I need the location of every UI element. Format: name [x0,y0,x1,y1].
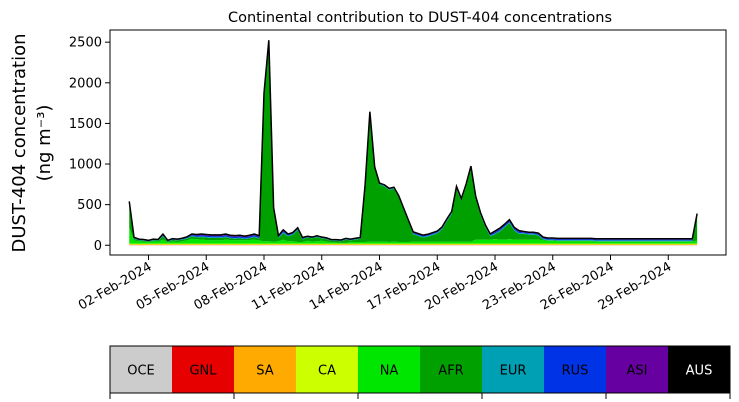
legend-label-aus: AUS [686,364,713,379]
legend-label-sa: SA [256,364,273,379]
legend-label-ca: CA [318,364,336,379]
area-series-asi [129,40,698,241]
y-tick-label: 2500 [69,36,102,51]
legend: OCE GNL SA CA NA AFR EUR RUS ASI AUS [109,345,731,399]
y-tick-label: 2000 [69,76,102,91]
y-axis-label-line1: DUST-404 concentration [9,33,30,252]
chart-title: Continental contribution to DUST-404 con… [228,10,612,26]
x-axis: 02-Feb-202405-Feb-202408-Feb-202411-Feb-… [76,255,674,313]
legend-swatch-oce [110,346,172,393]
legend-swatch-ca [296,346,358,393]
y-tick-label: 0 [94,239,102,254]
legend-label-afr: AFR [438,364,463,379]
area-series-rus [129,40,698,242]
legend-label-eur: EUR [500,364,527,379]
y-tick-label: 1000 [69,158,102,173]
legend-swatch-aus [668,346,730,393]
legend-label-rus: RUS [562,364,589,379]
legend-frame [109,345,731,394]
legend-swatch-rus [544,346,606,393]
legend-swatch-afr [420,346,482,393]
y-tick-label: 1500 [69,117,102,132]
legend-swatch-na [358,346,420,393]
total-line-group [128,40,698,242]
area-series-ca [129,243,698,245]
legend-swatch-eur [482,346,544,393]
y-axis-label: DUST-404 concentration (ng m⁻³) [9,33,55,252]
legend-label-gnl: GNL [189,364,217,379]
legend-label-na: NA [380,364,399,379]
total-concentration-line [128,40,698,242]
y-axis: 0 500 1000 1500 2000 2500 [69,36,110,254]
area-series-aus [129,40,698,241]
area-series-afr [129,42,698,243]
plot-frame [109,29,727,256]
y-axis-label-line2: (ng m⁻³) [34,105,55,182]
legend-swatch-asi [606,346,668,393]
area-series-na [129,227,698,244]
y-tick-label: 500 [77,198,102,213]
legend-swatch-sa [234,346,296,393]
legend-label-oce: OCE [127,364,155,379]
legend-label-asi: ASI [627,364,648,379]
legend-swatch-gnl [172,346,234,393]
stacked-areas [129,40,698,246]
area-series-eur [129,41,698,242]
